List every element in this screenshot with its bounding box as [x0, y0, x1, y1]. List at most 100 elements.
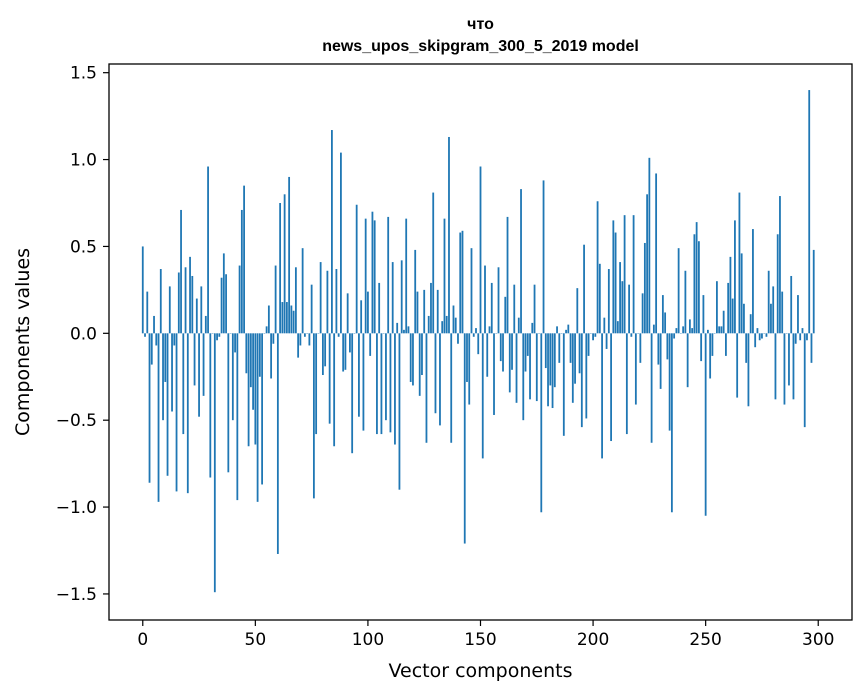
x-tick-label: 50 — [245, 630, 267, 650]
bar-213 — [621, 281, 624, 334]
bar-88 — [340, 152, 342, 334]
bar-225 — [648, 157, 651, 334]
bar-282 — [776, 234, 779, 334]
bar-114 — [398, 333, 401, 490]
bar-238 — [677, 248, 680, 334]
y-tick-label: −0.5 — [56, 411, 97, 431]
bar-164 — [511, 333, 513, 370]
bar-158 — [497, 267, 500, 334]
bar-174 — [533, 284, 536, 334]
x-axis-label: Vector components — [389, 660, 573, 682]
bar-252 — [709, 333, 712, 379]
bar-161 — [504, 296, 507, 334]
bar-198 — [587, 333, 590, 356]
bar-265 — [738, 192, 741, 334]
bar-209 — [612, 220, 615, 334]
bar-139 — [454, 317, 457, 334]
bar-52 — [258, 333, 261, 377]
bar-99 — [364, 218, 367, 334]
bar-281 — [774, 333, 777, 400]
bar-297 — [810, 333, 813, 363]
bar-287 — [788, 333, 790, 386]
bar-97 — [360, 300, 363, 334]
y-tick-label: 1.5 — [70, 64, 97, 84]
bar-105 — [378, 282, 381, 334]
bar-140 — [457, 333, 459, 344]
bar-292 — [799, 333, 802, 341]
bar-144 — [466, 333, 468, 382]
bar-64 — [285, 302, 288, 334]
bar-96 — [358, 333, 360, 417]
bar-279 — [770, 303, 772, 334]
bar-272 — [754, 333, 757, 348]
bar-235 — [670, 333, 673, 513]
bar-84 — [331, 130, 333, 334]
bar-66 — [290, 305, 293, 334]
bar-179 — [544, 333, 547, 369]
x-tick-label: 150 — [464, 630, 496, 650]
bar-185 — [558, 333, 561, 363]
bar-270 — [749, 314, 752, 334]
bar-273 — [756, 328, 759, 334]
bar-248 — [700, 333, 703, 362]
bar-82 — [326, 270, 329, 334]
bar-298 — [812, 249, 815, 334]
bar-228 — [655, 173, 658, 334]
bar-124 — [421, 333, 423, 376]
bar-16 — [177, 272, 180, 334]
bar-46 — [245, 333, 248, 374]
bar-207 — [607, 269, 610, 334]
bar-275 — [761, 333, 763, 339]
bar-226 — [650, 333, 653, 443]
bar-1 — [144, 333, 146, 337]
bar-232 — [664, 312, 667, 334]
bar-45 — [243, 185, 245, 334]
bar-181 — [549, 333, 552, 386]
bar-278 — [767, 270, 770, 334]
bar-290 — [794, 333, 797, 344]
bar-40 — [231, 333, 234, 421]
bar-266 — [740, 253, 743, 334]
bar-169 — [522, 333, 525, 421]
bar-22 — [191, 275, 194, 334]
bar-242 — [686, 333, 689, 388]
bar-50 — [254, 333, 257, 445]
bar-20 — [186, 333, 189, 494]
bar-145 — [468, 333, 471, 405]
bar-146 — [470, 248, 473, 334]
bar-171 — [526, 333, 529, 356]
bar-93 — [351, 333, 354, 454]
bar-5 — [153, 315, 155, 334]
bar-283 — [779, 196, 781, 334]
bar-212 — [619, 262, 621, 334]
bar-17 — [180, 209, 182, 334]
bar-295 — [806, 333, 808, 341]
bar-218 — [632, 215, 635, 334]
bar-200 — [592, 333, 594, 341]
bar-59 — [274, 265, 277, 334]
bar-111 — [391, 262, 394, 334]
bar-134 — [443, 218, 446, 334]
bar-13 — [171, 333, 173, 412]
bar-77 — [315, 333, 318, 435]
bar-188 — [565, 329, 567, 334]
bar-41 — [234, 333, 236, 353]
y-tick-label: −1.5 — [56, 585, 97, 605]
bar-274 — [758, 333, 761, 341]
bar-201 — [594, 333, 597, 337]
bar-177 — [540, 333, 543, 513]
bar-8 — [159, 269, 162, 334]
bar-67 — [292, 310, 295, 334]
bar-92 — [349, 333, 351, 353]
bar-2 — [146, 291, 149, 334]
bar-6 — [155, 333, 158, 346]
bar-56 — [267, 305, 270, 334]
bar-261 — [729, 256, 732, 334]
bar-247 — [698, 241, 700, 334]
bar-294 — [803, 333, 806, 428]
bar-125 — [423, 289, 426, 334]
bar-170 — [524, 333, 527, 372]
bar-44 — [240, 209, 243, 334]
plot-background — [109, 64, 852, 620]
bar-102 — [371, 211, 374, 334]
